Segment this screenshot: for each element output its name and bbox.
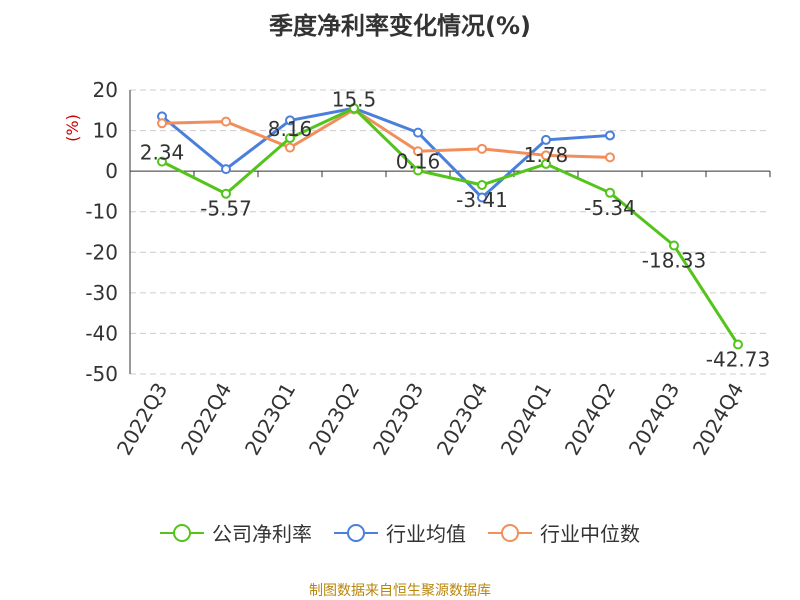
data-label: 8.16 — [268, 117, 313, 141]
data-point — [605, 187, 615, 198]
x-tick-label: 2023Q2 — [304, 379, 364, 460]
x-tick-label: 2023Q3 — [368, 379, 428, 460]
y-tick-label: 0 — [105, 159, 118, 183]
x-tick-label: 2024Q2 — [560, 379, 620, 460]
data-point — [733, 339, 743, 350]
data-label: 0.16 — [396, 149, 441, 173]
x-tick-label: 2024Q4 — [688, 379, 748, 460]
legend-marker-industry-mean — [334, 523, 378, 542]
data-point — [477, 192, 487, 203]
source-note: 制图数据来自恒生聚源数据库 — [309, 583, 491, 599]
data-point — [285, 142, 295, 153]
data-label: 2.34 — [140, 141, 185, 165]
data-point — [541, 134, 551, 145]
data-point — [413, 127, 423, 138]
data-point — [413, 165, 423, 176]
data-label: -3.41 — [456, 188, 508, 212]
data-label: -18.33 — [642, 249, 706, 273]
legend-label-industry-median: 行业中位数 — [540, 522, 640, 546]
x-tick-label: 2024Q3 — [624, 379, 684, 460]
x-tick-label: 2022Q3 — [112, 379, 172, 460]
y-axis-label: (%) — [63, 114, 82, 142]
data-label: 1.78 — [524, 143, 569, 167]
series-line-0 — [161, 106, 740, 346]
data-label: -5.57 — [200, 197, 252, 221]
y-tick-label: -40 — [85, 321, 118, 345]
x-tick-label: 2023Q1 — [240, 379, 300, 460]
data-point — [413, 146, 423, 157]
y-tick-label: -50 — [85, 362, 118, 386]
data-label: -42.73 — [706, 348, 770, 372]
x-tick-label: 2022Q4 — [176, 379, 236, 460]
chart-title: 季度净利率变化情况(%) — [269, 12, 531, 40]
data-label: -5.34 — [584, 196, 636, 220]
data-point — [349, 103, 359, 114]
data-point — [541, 158, 551, 169]
legend-item-company[interactable]: 公司净利率 — [160, 518, 312, 547]
data-point — [605, 130, 615, 141]
data-point — [285, 133, 295, 144]
data-point — [477, 179, 487, 190]
legend-marker-company — [160, 523, 204, 542]
legend-item-industry-median[interactable]: 行业中位数 — [488, 518, 640, 547]
data-point — [477, 143, 487, 154]
series-line-2 — [161, 107, 611, 159]
series-line-1 — [161, 106, 611, 200]
data-point — [221, 188, 231, 199]
legend-label-industry-mean: 行业均值 — [386, 522, 466, 546]
data-point — [157, 118, 167, 129]
x-tick-label: 2024Q1 — [496, 379, 556, 460]
legend-item-industry-mean[interactable]: 行业均值 — [334, 518, 466, 547]
data-point — [605, 152, 615, 163]
legend-label-company: 公司净利率 — [212, 522, 312, 546]
data-point — [157, 156, 167, 167]
data-point — [221, 116, 231, 127]
x-tick-label: 2023Q4 — [432, 379, 492, 460]
data-label: 15.5 — [332, 87, 377, 111]
y-tick-label: 10 — [93, 119, 118, 143]
data-point — [669, 240, 679, 251]
legend-marker-industry-median — [488, 523, 532, 542]
y-tick-label: -30 — [85, 281, 118, 305]
y-tick-label: -10 — [85, 200, 118, 224]
legend: 公司净利率 行业均值 行业中位数 — [0, 518, 800, 547]
data-point — [221, 164, 231, 175]
y-tick-label: -20 — [85, 240, 118, 264]
y-tick-label: 20 — [93, 78, 118, 102]
data-point — [285, 115, 295, 126]
